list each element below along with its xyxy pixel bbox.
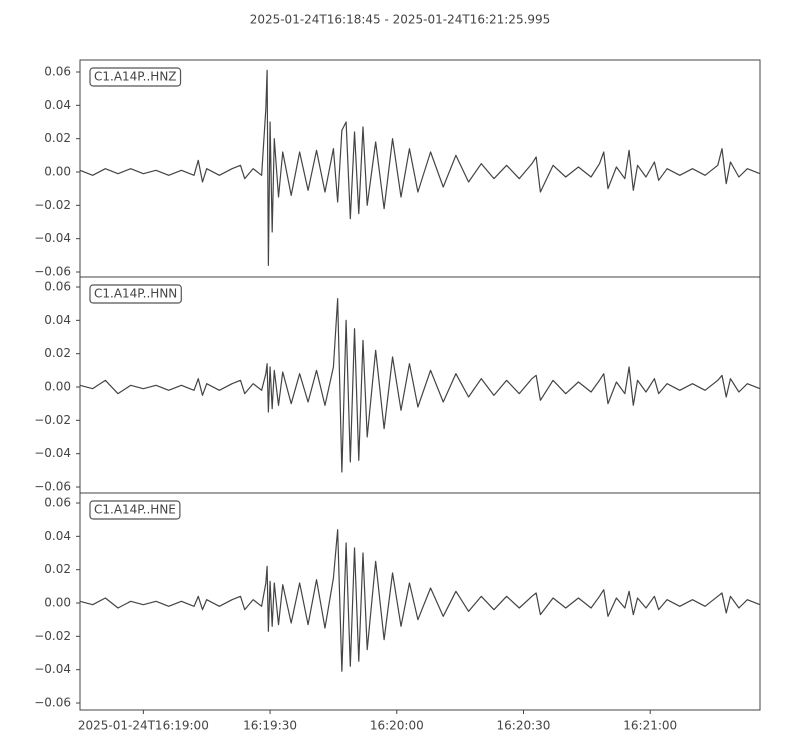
y-tick-label: −0.02 — [34, 198, 71, 212]
x-tick-label: 16:21:00 — [623, 719, 677, 733]
y-tick-label: 0.04 — [44, 313, 71, 327]
y-tick-label: 0.00 — [44, 596, 71, 610]
chart-title: 2025-01-24T16:18:45 - 2025-01-24T16:21:2… — [250, 13, 551, 27]
y-tick-label: 0.04 — [44, 98, 71, 112]
y-tick-label: −0.06 — [34, 480, 71, 494]
y-tick-label: −0.02 — [34, 629, 71, 643]
trace — [79, 298, 761, 473]
y-tick-label: −0.04 — [34, 662, 71, 676]
y-tick-label: 0.06 — [44, 65, 71, 79]
y-tick-label: 0.06 — [44, 496, 71, 510]
y-tick-label: 0.04 — [44, 529, 71, 543]
y-tick-label: 0.00 — [44, 165, 71, 179]
y-tick-label: 0.06 — [44, 280, 71, 294]
y-tick-label: −0.04 — [34, 231, 71, 245]
y-tick-label: 0.00 — [44, 380, 71, 394]
x-tick-label: 2025-01-24T16:19:00 — [78, 719, 209, 733]
y-tick-label: 0.02 — [44, 131, 71, 145]
channel-label-box — [89, 500, 181, 520]
channel-label: C1.A14P..HNE — [94, 503, 176, 517]
y-tick-label: −0.06 — [34, 696, 71, 710]
y-tick-label: −0.04 — [34, 446, 71, 460]
x-tick-label: 16:19:30 — [243, 719, 297, 733]
x-tick-label: 16:20:00 — [370, 719, 424, 733]
y-tick-label: −0.06 — [34, 265, 71, 279]
trace — [79, 69, 761, 266]
panel-frame — [79, 492, 761, 711]
x-tick-label: 16:20:30 — [497, 719, 551, 733]
channel-label-box — [89, 67, 182, 87]
y-tick-label: 0.02 — [44, 346, 71, 360]
channel-label: C1.A14P..HNZ — [94, 70, 177, 84]
y-tick-label: 0.02 — [44, 562, 71, 576]
channel-label: C1.A14P..HNN — [94, 287, 177, 301]
trace — [79, 529, 761, 672]
channel-label-box — [89, 284, 182, 304]
y-tick-label: −0.02 — [34, 413, 71, 427]
